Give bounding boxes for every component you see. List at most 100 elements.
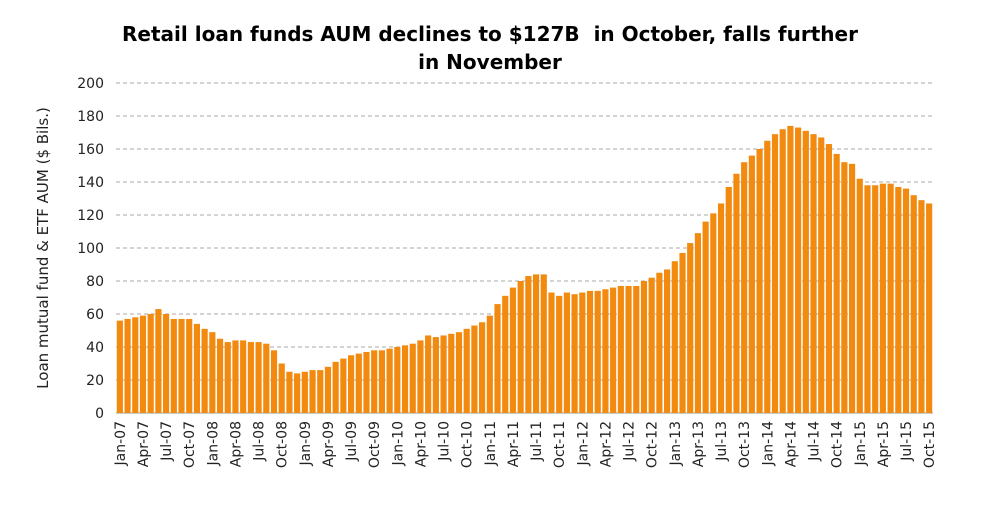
bar [525,276,532,413]
bar [602,289,609,413]
y-axis-label: Loan mutual fund & ETF AUM ($ Bils.) [34,107,52,389]
bar [918,200,925,413]
x-tick-label: Jan-09 [298,421,314,466]
x-tick-label: Jan-12 [575,421,591,466]
bar [810,134,817,413]
bar [432,337,439,413]
y-tick-label: 80 [86,274,104,290]
y-tick-label: 140 [77,175,104,191]
bar [671,261,678,413]
bar [386,348,393,413]
chart-title: Retail loan funds AUM declines to $127B … [122,22,865,74]
bar [787,125,794,414]
bar [756,149,763,413]
bar [625,285,632,413]
bar [818,137,825,413]
bar [656,272,663,413]
x-tick-label: Jul-15 [899,421,915,462]
bar [679,252,686,413]
bar [887,183,894,413]
y-tick-label: 20 [86,373,104,389]
bar [494,304,501,413]
x-tick-label: Jul-10 [437,421,453,462]
bar [479,322,486,413]
bar [193,323,201,413]
bar [717,203,725,413]
bar [139,315,147,413]
y-tick-label: 200 [77,76,104,92]
bar [270,350,278,413]
bar [278,363,285,413]
bar [347,355,355,413]
bar [556,295,563,413]
y-tick-label: 100 [77,241,104,257]
bar [486,315,493,413]
bar [409,343,416,413]
bar [872,185,879,413]
bar [764,140,771,413]
x-tick-label: Apr-09 [321,421,337,467]
y-tick-label: 60 [86,307,104,323]
bar [255,342,262,413]
bar [532,274,540,413]
y-tick-label: 120 [77,208,104,224]
bar [147,314,154,413]
bar [610,287,617,413]
bar [856,178,863,413]
bar [455,332,463,413]
bar [864,185,871,413]
bar [247,342,254,413]
bar [648,277,655,413]
x-tick-label: Apr-10 [413,421,429,467]
bar [463,328,470,413]
bar [741,162,748,413]
bar [371,350,378,413]
x-tick-label: Jan-11 [483,421,499,466]
bar [879,183,886,413]
bar [332,361,339,413]
bar [263,343,270,413]
x-tick-label: Jan-08 [205,421,221,466]
x-tick-label: Oct-11 [552,421,568,468]
bar [594,290,601,413]
bar [509,287,517,413]
bar [664,269,671,413]
bar [771,134,779,413]
y-tick-label: 40 [86,340,104,356]
x-tick-label: Apr-15 [876,421,892,467]
bar [301,371,308,413]
bar [448,333,455,413]
bar [363,351,370,413]
bar [795,127,802,414]
bar [170,318,177,413]
bar [124,318,131,413]
x-tick-label: Jan-13 [668,421,684,466]
bar [841,162,848,413]
bar [833,153,840,413]
bar [687,243,694,413]
bar [825,144,833,414]
x-tick-label: Apr-07 [136,421,152,467]
x-tick-label: Jul-13 [714,421,730,462]
bar [155,309,162,413]
x-tick-label: Jan-07 [113,421,129,466]
bar [502,295,509,413]
bar [902,188,910,413]
x-tick-label: Oct-14 [830,421,846,468]
bar [401,345,409,413]
x-tick-label: Oct-07 [182,421,198,468]
bar [340,358,347,413]
bar [725,186,732,413]
x-tick-label: Apr-12 [598,421,614,467]
bar [324,366,332,413]
x-tick-label: Jul-09 [344,421,360,462]
bar [563,292,570,413]
bar [186,318,193,413]
bar [540,274,547,413]
bar [309,370,316,413]
x-tick-label: Jul-12 [622,421,638,462]
bar [209,332,216,413]
x-tick-label: Oct-13 [737,421,753,468]
bar [710,213,717,413]
